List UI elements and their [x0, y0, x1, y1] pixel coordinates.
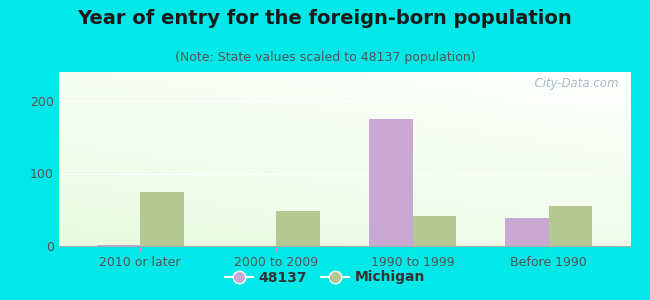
Legend: 48137, Michigan: 48137, Michigan: [220, 265, 430, 290]
Bar: [505, 218, 549, 246]
Text: Year of entry for the foreign-born population: Year of entry for the foreign-born popul…: [77, 9, 573, 28]
Text: City-Data.com: City-Data.com: [527, 77, 619, 90]
Bar: [413, 215, 456, 246]
Text: (Note: State values scaled to 48137 population): (Note: State values scaled to 48137 popu…: [175, 51, 475, 64]
Bar: [276, 211, 320, 246]
Bar: [97, 244, 140, 246]
Bar: [369, 119, 413, 246]
Bar: [140, 192, 184, 246]
Bar: [549, 206, 592, 246]
